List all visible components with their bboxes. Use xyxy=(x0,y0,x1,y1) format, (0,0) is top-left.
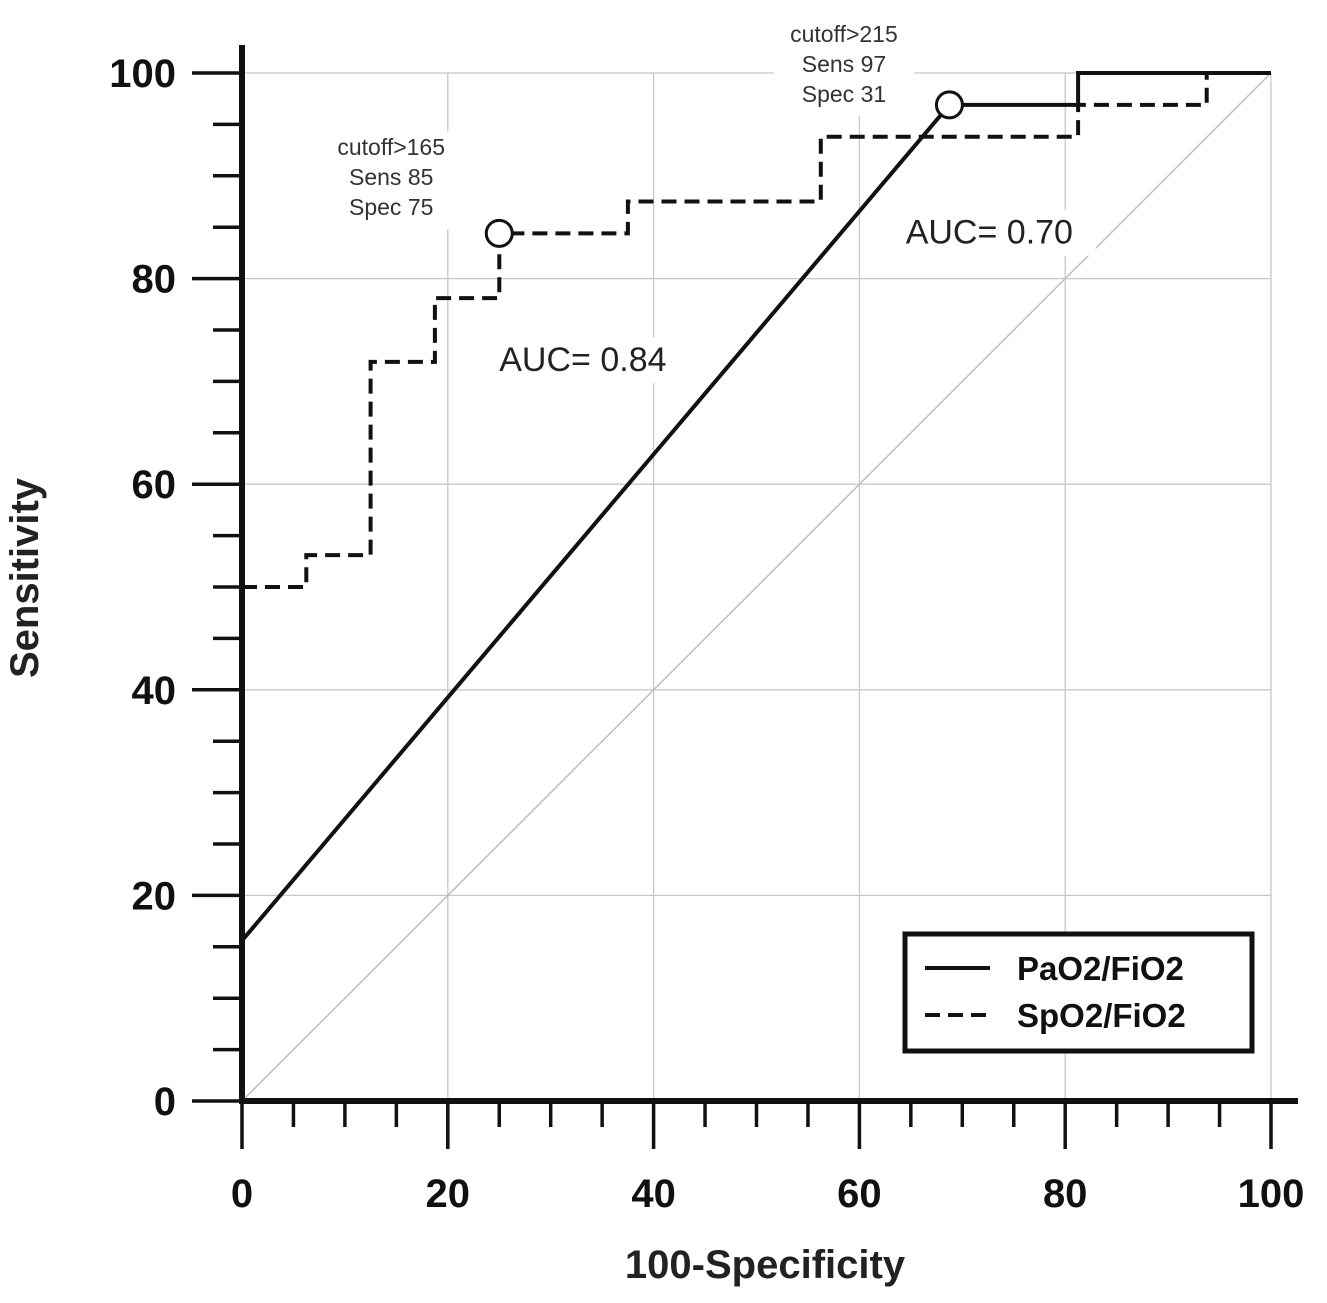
series xyxy=(240,71,1271,942)
annotation-background xyxy=(321,131,462,230)
y-axis-title: Sensitivity xyxy=(3,477,47,678)
y-tick-label: 40 xyxy=(132,669,177,713)
annotation-line: Sens 97 xyxy=(802,51,886,77)
series-line-spo2-fio2 xyxy=(242,71,1271,589)
x-tick-label: 100 xyxy=(1238,1172,1305,1216)
diagonal-line xyxy=(241,72,1272,1102)
x-axis-title: 100-Specificity xyxy=(625,1243,906,1287)
legend-box xyxy=(902,931,1255,1054)
axes: 0 20 40 60 80 100 0 20 40 60 80 100 xyxy=(109,45,1304,1216)
auc-background xyxy=(489,337,690,384)
legend-label: PaO2/FiO2 xyxy=(1017,950,1184,987)
x-tick-label: 60 xyxy=(837,1172,882,1216)
auc-label: AUC= 0.70 xyxy=(906,214,1073,252)
cutoff-marker xyxy=(484,218,514,248)
markers xyxy=(484,90,964,248)
auc-label: AUC= 0.84 xyxy=(499,341,666,379)
x-tick-label: 40 xyxy=(631,1172,676,1216)
legend-label: SpO2/FiO2 xyxy=(1017,997,1186,1034)
x-tick-label: 80 xyxy=(1043,1172,1088,1216)
legend: PaO2/FiO2 SpO2/FiO2 xyxy=(902,931,1255,1054)
annotation-line: Spec 75 xyxy=(349,194,433,220)
annotation-line: cutoff>165 xyxy=(337,134,445,160)
y-tick-label: 60 xyxy=(132,463,177,507)
auc-background xyxy=(895,209,1096,256)
annotation-background xyxy=(773,18,914,117)
annotation-line: Sens 85 xyxy=(349,164,433,190)
y-tick-label: 0 xyxy=(154,1080,176,1124)
y-tick-label: 20 xyxy=(132,874,177,918)
reference-diagonal xyxy=(241,72,1272,1102)
y-tick-label: 80 xyxy=(132,258,177,302)
x-tick-label: 20 xyxy=(426,1172,471,1216)
annotation-line: Spec 31 xyxy=(802,81,886,107)
y-tick-label: 100 xyxy=(109,52,176,96)
x-tick-label: 0 xyxy=(231,1172,253,1216)
cutoff-marker xyxy=(934,90,964,120)
annotation-line: cutoff>215 xyxy=(790,21,898,47)
annotations: cutoff>165 Sens 85 Spec 75 cutoff>215 Sens 9… xyxy=(321,18,1096,384)
